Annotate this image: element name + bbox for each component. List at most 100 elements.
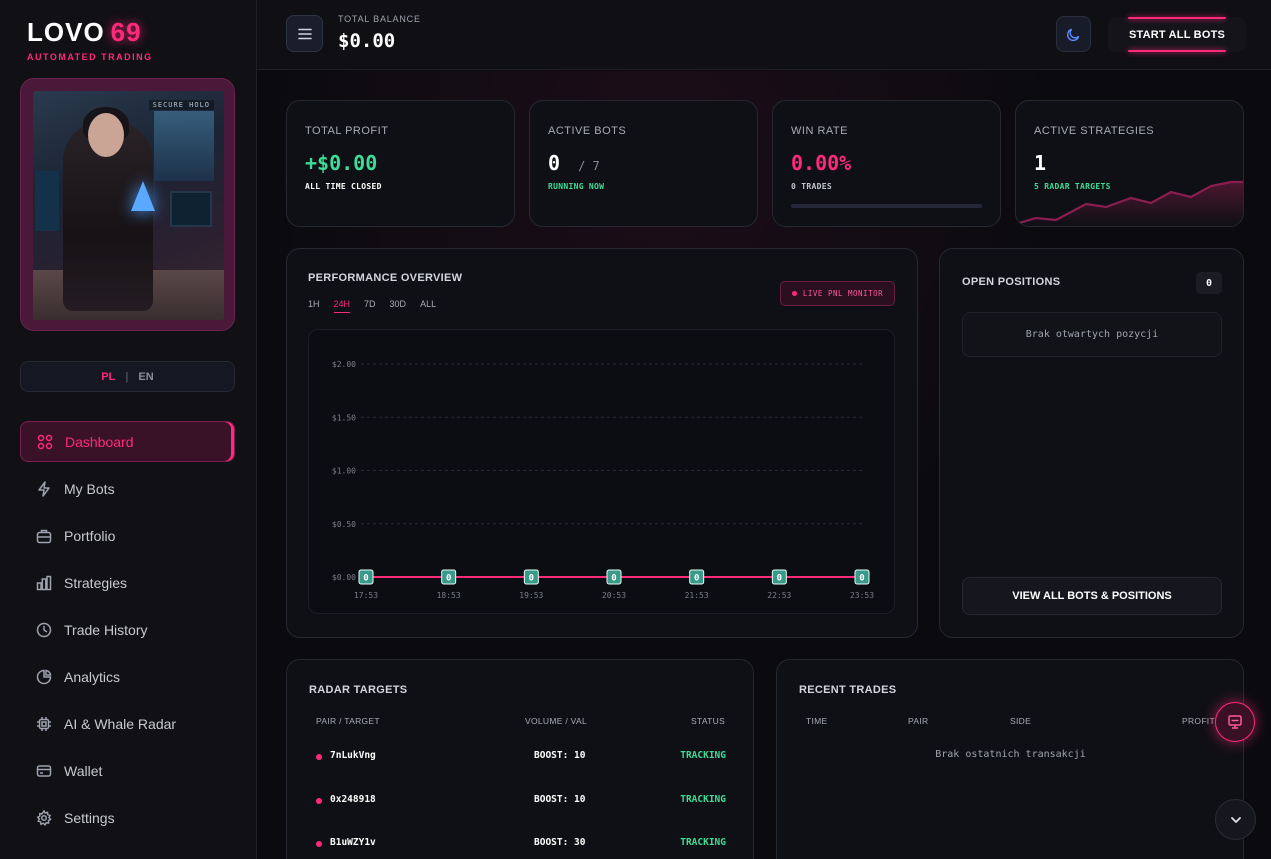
chat-fab-button[interactable] xyxy=(1215,702,1255,742)
open-positions-title: OPEN POSITIONS xyxy=(962,276,1061,288)
language-switch: PL | EN xyxy=(20,361,235,392)
logo[interactable]: LOVO 69 xyxy=(27,17,142,48)
sidebar-item-portfolio[interactable]: Portfolio xyxy=(20,515,235,556)
crystal-icon xyxy=(131,181,155,211)
logo-number: 69 xyxy=(110,17,142,47)
radar-col-pair: PAIR / TARGET xyxy=(316,716,380,726)
view-all-bots-button[interactable]: VIEW ALL BOTS & POSITIONS xyxy=(962,577,1222,615)
target-dot-icon xyxy=(316,754,322,760)
tab-all[interactable]: ALL xyxy=(420,299,437,309)
clock-icon xyxy=(36,622,52,637)
lang-pl[interactable]: PL xyxy=(101,370,116,383)
chevron-down-icon xyxy=(1230,816,1241,823)
win-rate-sub: 0 TRADES xyxy=(791,182,832,191)
total-balance-value: $0.00 xyxy=(338,30,396,52)
data-point xyxy=(441,569,457,585)
radar-volume: BOOST: 10 xyxy=(534,750,586,761)
trades-col-time: TIME xyxy=(806,716,828,726)
y-tick-label: $1.00 xyxy=(332,467,356,476)
total-profit-label: TOTAL PROFIT xyxy=(305,125,389,137)
theme-toggle-button[interactable] xyxy=(1056,16,1091,52)
gear-icon xyxy=(36,809,52,826)
sidebar-item-wallet[interactable]: Wallet xyxy=(20,750,235,791)
sidebar: LOVO 69 AUTOMATED TRADING SECURE HOLO PL … xyxy=(0,0,257,859)
active-bots-value-wrap: 0 / 7 xyxy=(548,151,600,175)
trades-col-pair: PAIR xyxy=(908,716,929,726)
tab-24h[interactable]: 24H xyxy=(333,299,351,313)
data-label: 0 xyxy=(529,574,534,584)
total-balance-label: TOTAL BALANCE xyxy=(338,14,421,24)
logo-name: LOVO xyxy=(27,17,105,47)
data-point xyxy=(689,569,705,585)
data-point xyxy=(606,569,622,585)
tab-7d[interactable]: 7D xyxy=(364,299,376,309)
table-row[interactable]: B1uWZY1v BOOST: 30 TRACKING xyxy=(316,837,726,853)
lang-en[interactable]: EN xyxy=(138,370,154,383)
data-point xyxy=(358,569,374,585)
radar-pair: 0x248918 xyxy=(330,794,376,805)
total-profit-value: +$0.00 xyxy=(305,151,378,175)
sidebar-item-my-bots[interactable]: My Bots xyxy=(20,468,235,509)
sidebar-item-strategies[interactable]: Strategies xyxy=(20,562,235,603)
y-tick-label: $0.50 xyxy=(332,520,356,529)
start-all-bots-button[interactable]: START ALL BOTS xyxy=(1108,17,1246,52)
open-positions-count: 0 xyxy=(1196,272,1222,294)
data-label: 0 xyxy=(777,574,782,584)
y-tick-label: $2.00 xyxy=(332,360,356,369)
sidebar-item-label: Dashboard xyxy=(65,433,134,450)
win-rate-progress-bar xyxy=(791,204,982,208)
sidebar-item-label: Analytics xyxy=(64,668,121,685)
wallet-icon xyxy=(36,764,52,777)
sidebar-item-trade-history[interactable]: Trade History xyxy=(20,609,235,650)
data-label: 0 xyxy=(363,574,368,584)
active-strategies-card: ACTIVE STRATEGIES 1 5 RADAR TARGETS xyxy=(1015,100,1244,227)
data-label: 0 xyxy=(446,574,451,584)
x-tick-label: 19:53 xyxy=(519,591,543,600)
active-strategies-sub: 5 RADAR TARGETS xyxy=(1034,182,1111,191)
radar-col-status: STATUS xyxy=(691,716,726,726)
active-strategies-value: 1 xyxy=(1034,151,1047,175)
monitor-icon xyxy=(1228,715,1242,729)
grid-icon xyxy=(37,434,53,449)
recent-trades-card: RECENT TRADES TIME PAIR SIDE PROFIT Brak… xyxy=(776,659,1244,859)
radar-targets-title: RADAR TARGETS xyxy=(309,684,408,696)
table-row[interactable]: 0x248918 BOOST: 10 TRACKING xyxy=(316,794,726,810)
briefcase-icon xyxy=(36,529,52,543)
bolt-icon xyxy=(38,480,50,497)
scroll-down-button[interactable] xyxy=(1215,799,1256,840)
x-tick-label: 17:53 xyxy=(354,591,378,600)
radar-pair: B1uWZY1v xyxy=(330,837,376,848)
menu-button[interactable] xyxy=(286,15,323,52)
sidebar-item-label: My Bots xyxy=(64,480,115,497)
active-bots-label: ACTIVE BOTS xyxy=(548,125,627,137)
live-pnl-badge: LIVE PNL MONITOR xyxy=(780,281,895,306)
top-header: TOTAL BALANCE $0.00 START ALL BOTS xyxy=(257,0,1271,70)
active-strategies-label: ACTIVE STRATEGIES xyxy=(1034,125,1155,137)
main-content: TOTAL PROFIT +$0.00 ALL TIME CLOSED ACTI… xyxy=(257,71,1271,859)
y-tick-label: $0.00 xyxy=(332,573,356,582)
sidebar-nav: Dashboard My Bots Portfolio Strategies T… xyxy=(20,421,235,844)
x-tick-label: 22:53 xyxy=(767,591,791,600)
y-tick-label: $1.50 xyxy=(332,413,356,422)
radar-volume: BOOST: 10 xyxy=(534,794,586,805)
timeframe-tabs: 1H 24H 7D 30D ALL xyxy=(308,299,436,313)
performance-title: PERFORMANCE OVERVIEW xyxy=(308,272,463,284)
tab-1h[interactable]: 1H xyxy=(308,299,320,309)
open-positions-card: OPEN POSITIONS 0 Brak otwartych pozycji … xyxy=(939,248,1244,638)
total-profit-sub: ALL TIME CLOSED xyxy=(305,182,382,191)
sidebar-item-settings[interactable]: Settings xyxy=(20,797,235,838)
radar-status: TRACKING xyxy=(680,750,726,761)
avatar-card: SECURE HOLO xyxy=(20,78,235,331)
sidebar-item-analytics[interactable]: Analytics xyxy=(20,656,235,697)
sidebar-item-dashboard[interactable]: Dashboard xyxy=(20,421,235,462)
active-bots-sub: RUNNING NOW xyxy=(548,182,605,191)
pie-chart-icon xyxy=(36,669,52,684)
table-row[interactable]: 7nLukVng BOOST: 10 TRACKING xyxy=(316,750,726,766)
sidebar-item-ai-whale-radar[interactable]: AI & Whale Radar xyxy=(20,703,235,744)
logo-tagline: AUTOMATED TRADING xyxy=(27,52,153,62)
pnl-chart: $0.00 $0.50 $1.00 $1.50 $2.00 0 17:53 0 18:53 0 19… xyxy=(308,329,895,614)
moon-icon xyxy=(1066,28,1080,41)
bar-chart-icon xyxy=(36,575,52,590)
tab-30d[interactable]: 30D xyxy=(389,299,407,309)
data-point xyxy=(771,569,787,585)
